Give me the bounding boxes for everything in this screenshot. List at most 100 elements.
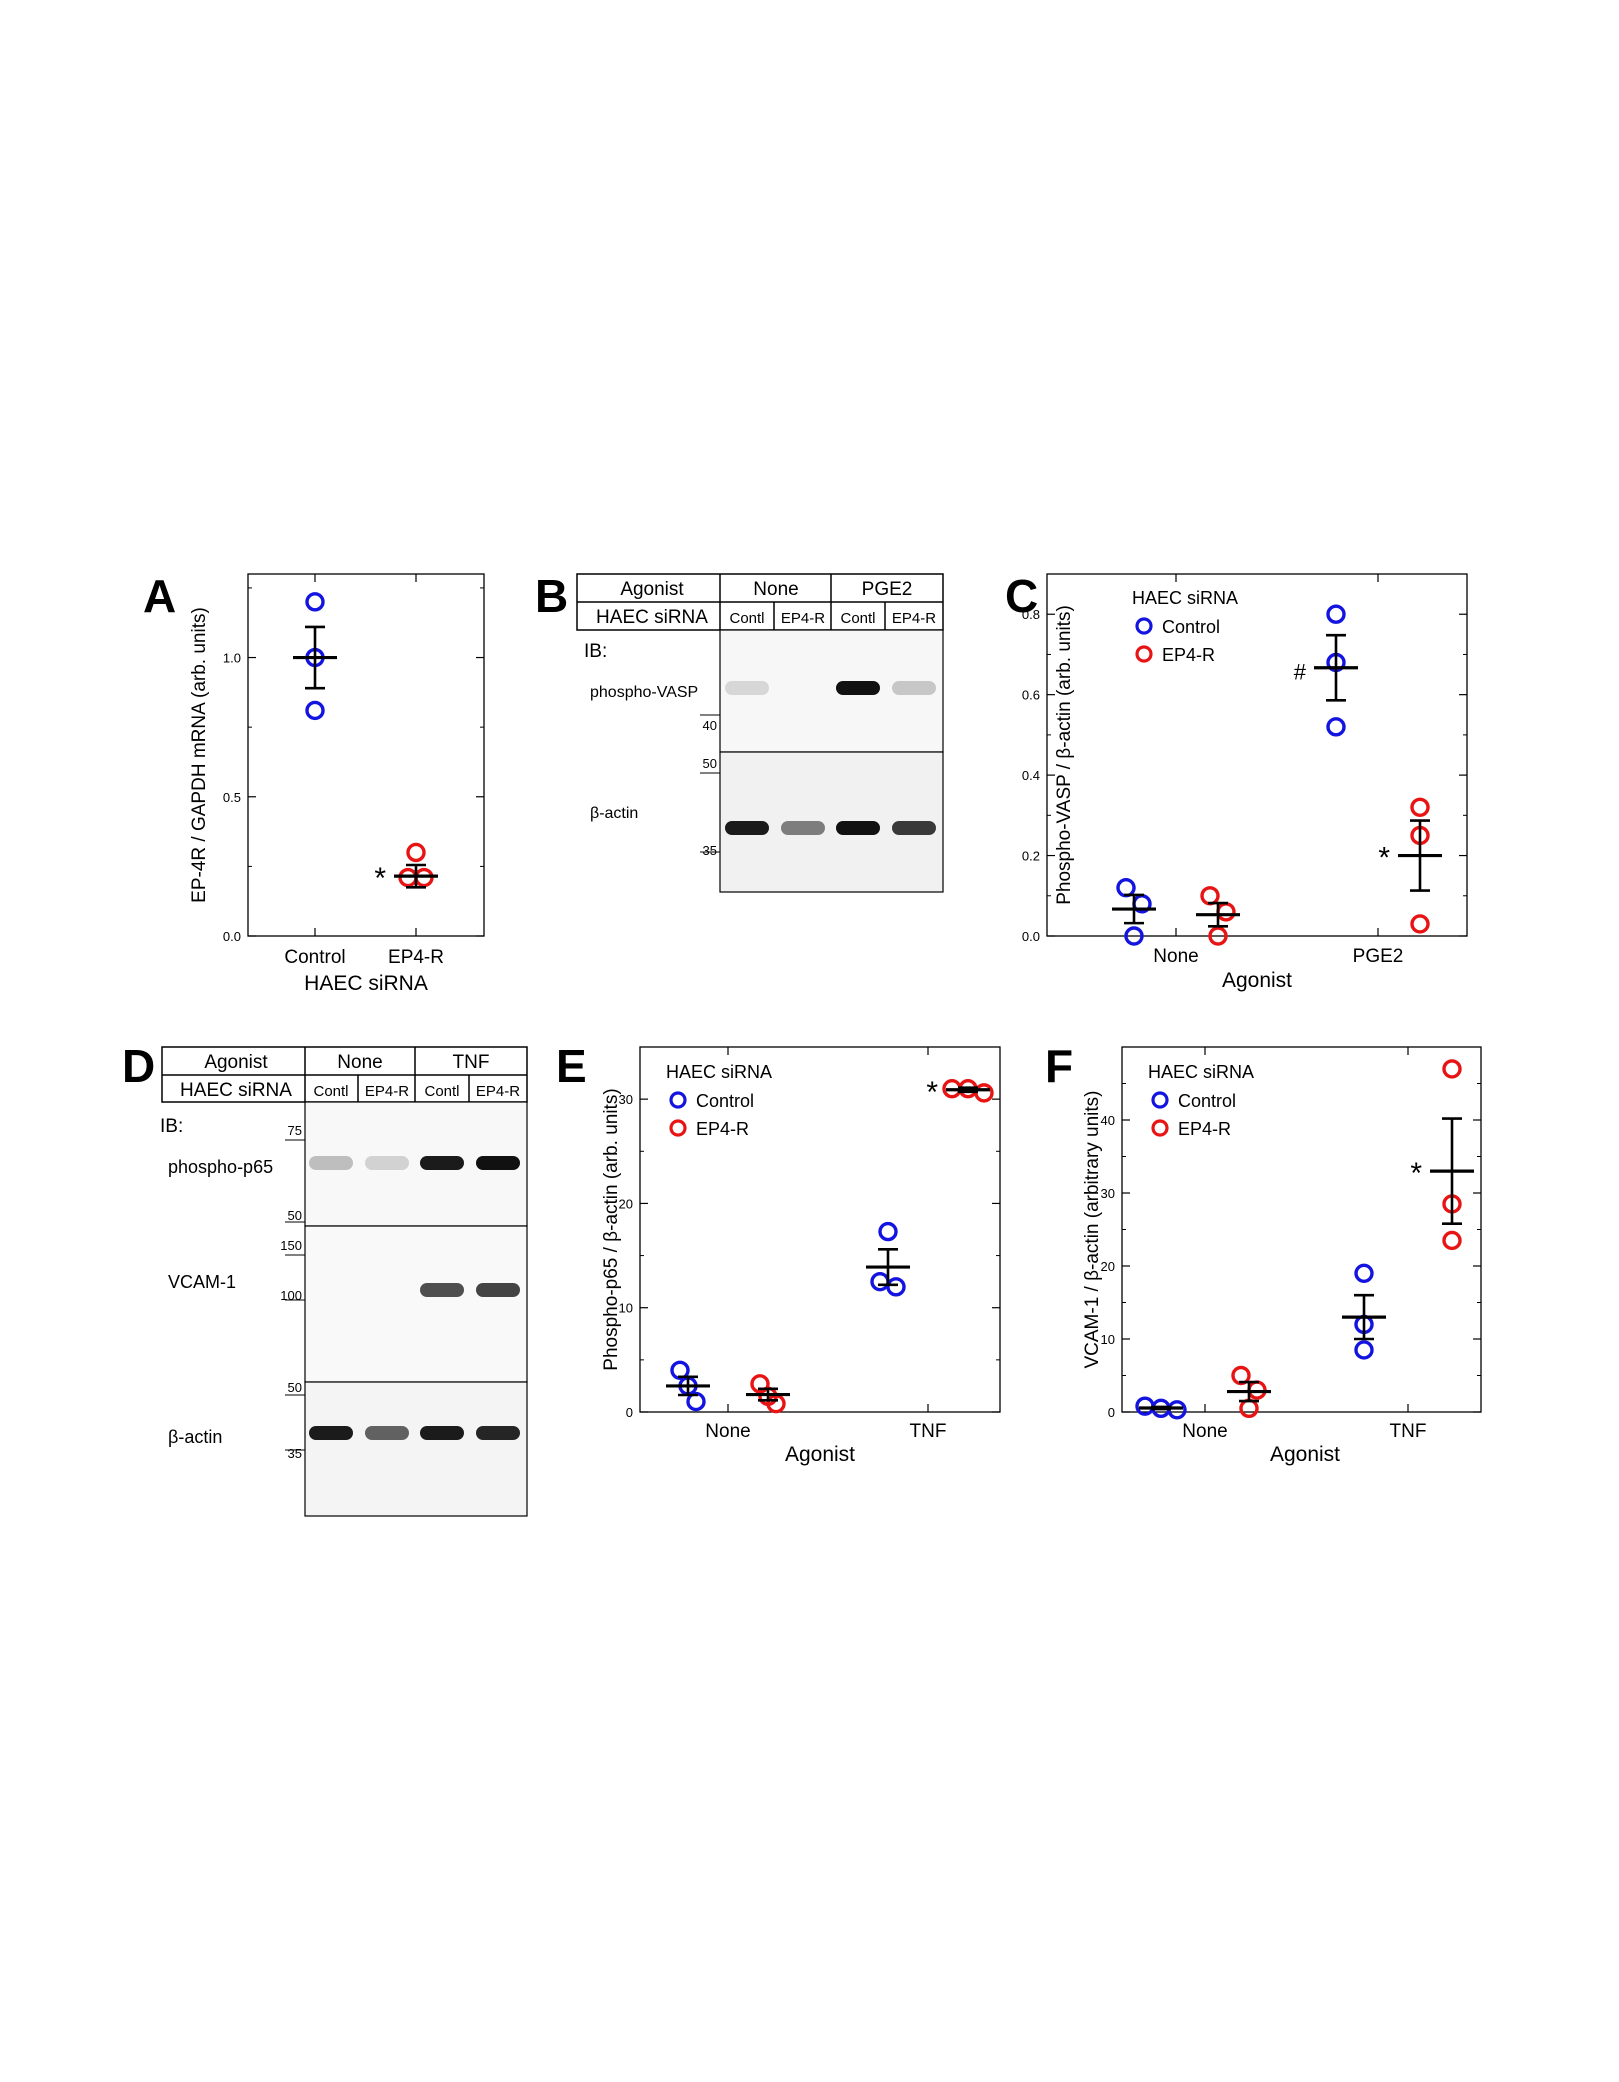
legend-label: EP4-R	[1178, 1119, 1231, 1139]
x-axis-title: HAEC siRNA	[304, 972, 428, 995]
y-tick-label: 0.5	[223, 790, 241, 805]
y-tick-label: 0.0	[1022, 929, 1040, 944]
blot-d-lane-label: Contl	[313, 1083, 348, 1100]
data-point	[870, 1271, 890, 1292]
chart-e: 0 10 20 30 None TNF Agonist Phospho-p65 / β-act…	[601, 1046, 1001, 1466]
blot-panel-d: Agonist HAEC siRNA None TNF Contl EP4-R …	[160, 1046, 528, 1517]
blot-d-agonist-label: Agonist	[204, 1052, 268, 1073]
legend-label: EP4-R	[1162, 645, 1215, 665]
blot-band	[781, 821, 825, 835]
significance-marker: *	[1378, 842, 1390, 875]
marker-label: 50	[703, 756, 717, 771]
blot-d-lane-label: Contl	[424, 1083, 459, 1100]
data-point	[406, 842, 426, 863]
y-tick-label: 20	[619, 1196, 633, 1211]
x-axis-title: Agonist	[1270, 1443, 1340, 1466]
blot-d-row-label: VCAM-1	[168, 1272, 236, 1292]
marker-label: 40	[703, 718, 717, 733]
data-point	[1167, 1400, 1187, 1420]
x-category-label: None	[705, 1421, 750, 1442]
chart-a: 0.0 0.5 1.0 Control EP4-R HAEC siRNA EP-4R / G…	[189, 573, 485, 995]
legend-marker	[1135, 645, 1153, 663]
y-tick-label: 0	[1108, 1405, 1115, 1420]
plot-frame	[1121, 1046, 1482, 1413]
legend-label: Control	[1162, 617, 1220, 637]
y-tick-label: 40	[1101, 1113, 1115, 1128]
x-category-label: EP4-R	[388, 947, 444, 968]
data-point	[1116, 878, 1136, 898]
legend-marker	[1151, 1091, 1169, 1109]
blot-d-membrane-3	[304, 1381, 528, 1517]
data-point	[1354, 1340, 1374, 1360]
blot-b-group-pge2: PGE2	[862, 579, 913, 600]
y-tick-label: 10	[619, 1301, 633, 1316]
data-point	[1124, 926, 1144, 946]
marker-label: 35	[288, 1446, 302, 1461]
y-tick-label: 0.8	[1022, 607, 1040, 622]
data-point	[670, 1360, 690, 1380]
data-point	[878, 1221, 898, 1242]
blot-b-lane-label: Contl	[840, 610, 875, 627]
x-category-label: Control	[284, 947, 345, 968]
blot-band	[365, 1426, 409, 1440]
legend-label: EP4-R	[696, 1119, 749, 1139]
x-axis-title: Agonist	[1222, 969, 1292, 992]
blot-band	[365, 1156, 409, 1170]
data-point	[1354, 1263, 1374, 1284]
data-point	[305, 700, 325, 721]
blot-b-row-label: β-actin	[590, 805, 638, 822]
marker-label: 50	[288, 1208, 302, 1223]
blot-b-sirna-label: HAEC siRNA	[596, 607, 708, 628]
legend-marker	[669, 1119, 687, 1137]
y-tick-label: 0.0	[223, 929, 241, 944]
legend-label: Control	[696, 1091, 754, 1111]
legend-marker	[669, 1091, 687, 1109]
x-category-label: None	[1153, 946, 1198, 967]
y-tick-label: 30	[1101, 1186, 1115, 1201]
y-tick-label: 30	[619, 1092, 633, 1107]
blot-d-group-tnf: TNF	[453, 1052, 490, 1073]
y-tick-label: 0	[626, 1405, 633, 1420]
data-point	[1410, 797, 1430, 817]
blot-b-agonist-label: Agonist	[620, 579, 684, 600]
panel-letter-f: F	[1045, 1040, 1073, 1092]
data-point	[1326, 604, 1346, 624]
chart-f: 0 10 20 30 40 None TNF Agonist VCAM-1 / β-actin …	[1082, 1046, 1482, 1466]
blot-b-row-label: phospho-VASP	[590, 684, 698, 701]
panel-letter-a: A	[143, 570, 176, 622]
significance-marker: *	[1410, 1157, 1422, 1190]
blot-b-lane-label: EP4-R	[781, 610, 825, 627]
blot-d-lane-label: EP4-R	[365, 1083, 409, 1100]
blot-band	[420, 1156, 464, 1170]
y-tick-label: 1.0	[223, 651, 241, 666]
blot-band	[892, 681, 936, 695]
y-axis-title: Phospho-p65 / β-actin (arb. units)	[601, 1088, 622, 1370]
plot-frame	[1046, 573, 1468, 937]
blot-d-ib-label: IB:	[160, 1116, 183, 1137]
panel-letter-e: E	[556, 1040, 587, 1092]
data-point	[1239, 1398, 1259, 1419]
marker-label: 35	[703, 843, 717, 858]
blot-band	[309, 1156, 353, 1170]
x-category-label: PGE2	[1353, 946, 1404, 967]
blot-b-ib-label: IB:	[584, 641, 607, 662]
blot-band	[420, 1426, 464, 1440]
blot-band	[725, 681, 769, 695]
blot-d-bands	[309, 1156, 520, 1440]
significance-marker: #	[1294, 660, 1307, 685]
blot-d-lane-label: EP4-R	[476, 1083, 520, 1100]
y-tick-label: 0.4	[1022, 768, 1040, 783]
x-axis-title: Agonist	[785, 1443, 855, 1466]
blot-d-row-label: phospho-p65	[168, 1157, 273, 1177]
data-point	[1231, 1365, 1251, 1386]
data-point	[1442, 1230, 1462, 1251]
marker-label: 75	[288, 1123, 302, 1138]
y-axis-title: Phospho-VASP / β-actin (arb. units)	[1054, 605, 1075, 905]
data-point	[1208, 926, 1228, 946]
x-category-label: TNF	[1390, 1421, 1427, 1442]
blot-d-membrane-2	[304, 1225, 528, 1383]
legend-label: Control	[1178, 1091, 1236, 1111]
blot-panel-b: Agonist HAEC siRNA None PGE2 Contl EP4-R…	[576, 573, 944, 893]
data-point	[686, 1391, 706, 1412]
